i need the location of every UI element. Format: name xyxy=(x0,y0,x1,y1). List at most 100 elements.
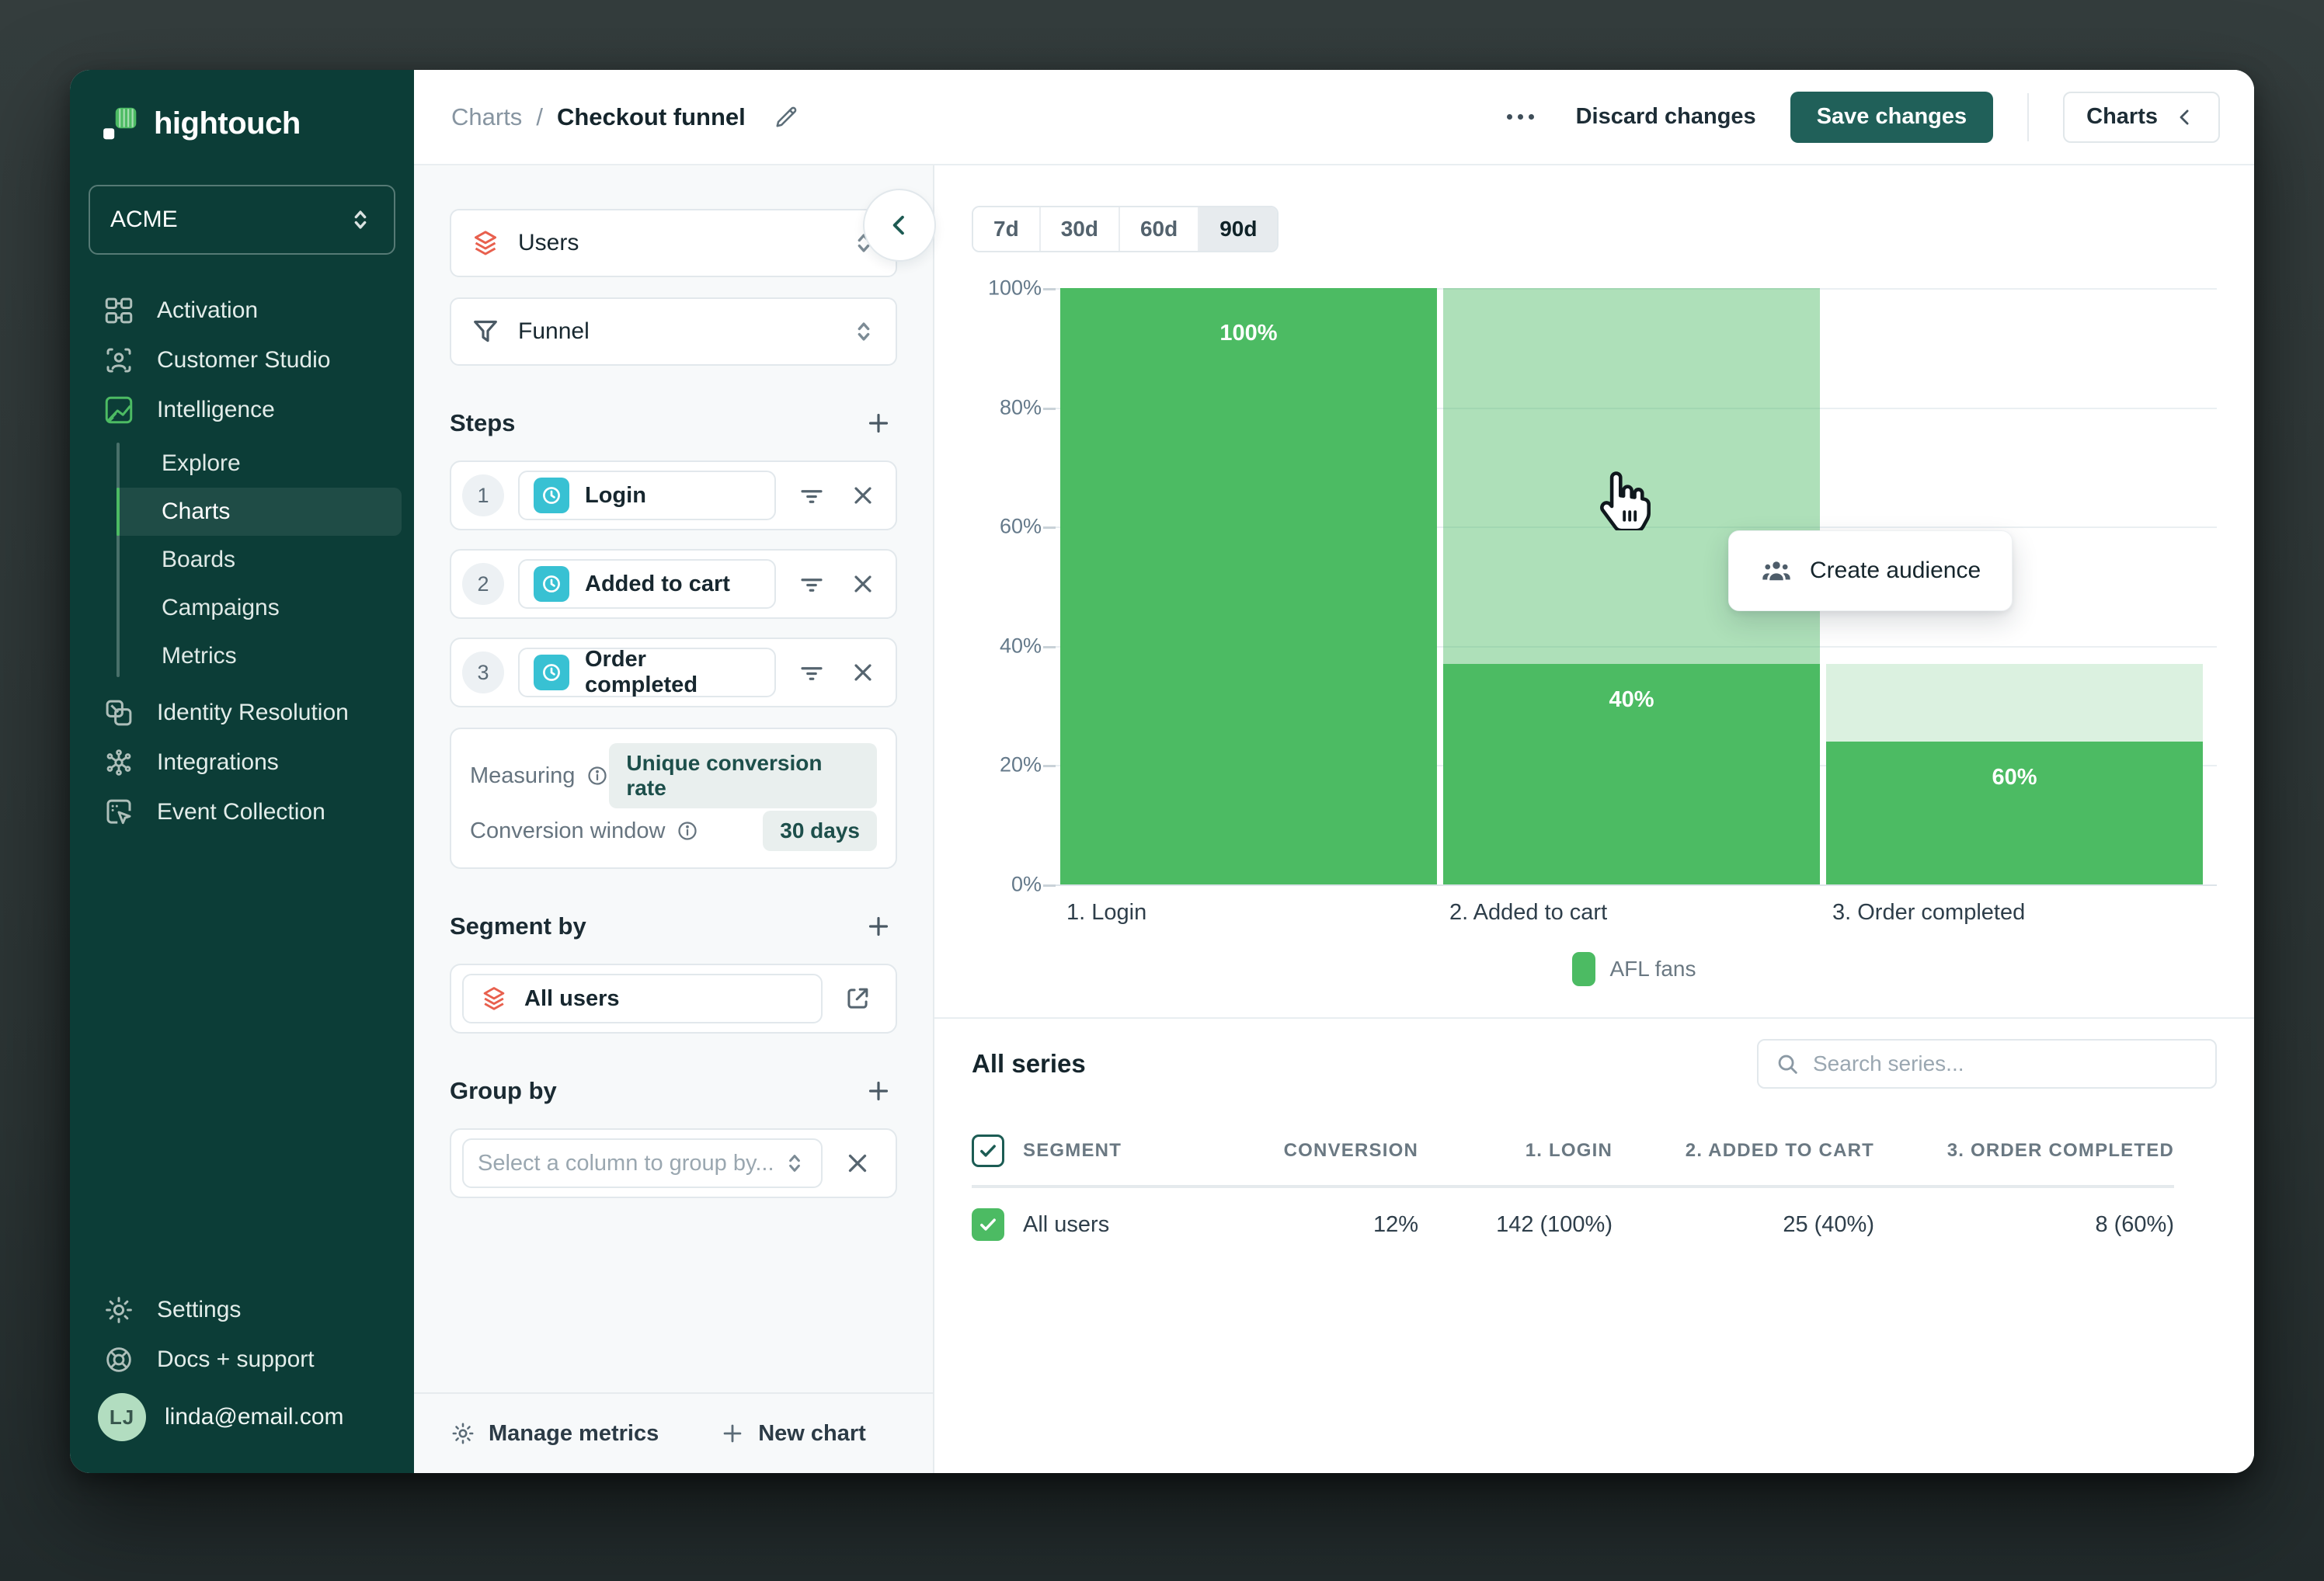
bar-value-label: 60% xyxy=(1992,764,2037,790)
chart-canvas: 7d 30d 60d 90d 100% 80% 60% 40% 20% xyxy=(934,165,2254,1473)
step-event-label: Order completed xyxy=(585,647,698,697)
series-search xyxy=(1757,1039,2217,1089)
page-header: Charts / Checkout funnel Discard changes… xyxy=(414,70,2254,165)
plot-area: 100% 40% xyxy=(1043,288,2217,887)
range-tab-90d[interactable]: 90d xyxy=(1199,207,1278,251)
chart-type-select[interactable]: Funnel xyxy=(450,297,897,366)
breadcrumb: Charts / Checkout funnel xyxy=(451,103,800,131)
gear-icon xyxy=(101,1292,137,1328)
sidebar-item-docs-support[interactable]: Docs + support xyxy=(70,1335,414,1385)
step-event-select[interactable]: Order completed xyxy=(518,647,776,697)
row-checkbox[interactable] xyxy=(972,1208,1004,1241)
remove-step-button[interactable] xyxy=(846,567,880,601)
builder-footer: Manage metrics New chart xyxy=(414,1392,933,1473)
steps-section-header: Steps xyxy=(450,405,897,442)
check-icon xyxy=(980,1145,996,1157)
range-tab-30d[interactable]: 30d xyxy=(1040,207,1120,251)
new-chart-button[interactable]: New chart xyxy=(719,1420,866,1447)
sidebar-item-identity-resolution[interactable]: Identity Resolution xyxy=(70,688,414,738)
column-header-conversion[interactable]: CONVERSION xyxy=(1283,1140,1418,1161)
charts-collapse-button[interactable]: Charts xyxy=(2063,91,2220,143)
intelligence-subnav: Explore Charts Boards Campaigns Metrics xyxy=(117,440,414,680)
add-step-button[interactable] xyxy=(860,405,897,442)
breadcrumb-parent[interactable]: Charts xyxy=(451,103,523,130)
bar-value-label: 100% xyxy=(1219,321,1278,346)
series-search-input[interactable] xyxy=(1813,1051,2200,1076)
add-segment-button[interactable] xyxy=(860,908,897,945)
open-segment-icon[interactable] xyxy=(840,981,875,1016)
edit-title-button[interactable] xyxy=(772,103,800,131)
header-actions: Discard changes Save changes Charts xyxy=(1499,91,2220,143)
chevron-left-icon xyxy=(2180,109,2189,124)
x-tick-label: 1. Login xyxy=(1066,900,1147,925)
legend-label: AFL fans xyxy=(1609,957,1696,981)
measuring-value-pill[interactable]: Unique conversion rate xyxy=(609,743,877,808)
discard-changes-button[interactable]: Discard changes xyxy=(1575,104,1756,129)
cell-added-to-cart: 25 (40%) xyxy=(1783,1211,1874,1237)
gridline xyxy=(1043,288,2217,290)
sidebar-item-boards[interactable]: Boards xyxy=(117,536,402,584)
chart-legend: AFL fans xyxy=(1060,952,2208,986)
sidebar-item-label: Boards xyxy=(162,547,236,572)
column-header-order-completed[interactable]: 3. ORDER COMPLETED xyxy=(1947,1140,2174,1161)
bar-value-label: 40% xyxy=(1609,686,1654,712)
save-changes-button[interactable]: Save changes xyxy=(1790,91,1994,143)
step-event-select[interactable]: Added to cart xyxy=(518,559,776,609)
manage-metrics-button[interactable]: Manage metrics xyxy=(450,1420,659,1447)
range-tab-7d[interactable]: 7d xyxy=(973,207,1041,251)
y-tick-label: 40% xyxy=(999,634,1042,658)
remove-step-button[interactable] xyxy=(846,478,880,513)
column-header-added-to-cart[interactable]: 2. ADDED TO CART xyxy=(1685,1140,1874,1161)
sidebar-item-metrics[interactable]: Metrics xyxy=(117,632,402,680)
sidebar-item-intelligence[interactable]: Intelligence xyxy=(70,385,414,435)
sidebar-item-event-collection[interactable]: Event Collection xyxy=(70,787,414,837)
remove-step-button[interactable] xyxy=(846,655,880,690)
funnel-bar-added-to-cart[interactable]: 40% xyxy=(1443,288,1820,884)
workspace-selector[interactable]: ACME xyxy=(89,185,395,255)
step-filter-button[interactable] xyxy=(795,567,829,601)
sidebar-item-activation[interactable]: Activation xyxy=(70,286,414,335)
sidebar: hightouch ACME xyxy=(70,70,414,1473)
sidebar-item-customer-studio[interactable]: Customer Studio xyxy=(70,335,414,385)
sidebar-item-label: Integrations xyxy=(157,749,279,775)
add-group-by-button[interactable] xyxy=(860,1072,897,1110)
step-event-select[interactable]: Login xyxy=(518,471,776,520)
create-audience-tooltip[interactable]: Create audience xyxy=(1728,530,2013,611)
sidebar-item-label: Metrics xyxy=(162,643,237,669)
segment-select[interactable]: All users xyxy=(462,974,823,1023)
sidebar-item-integrations[interactable]: Integrations xyxy=(70,738,414,787)
step-filter-button[interactable] xyxy=(795,478,829,513)
workflow-icon xyxy=(101,293,137,328)
sidebar-item-charts[interactable]: Charts xyxy=(117,488,402,536)
sidebar-item-explore[interactable]: Explore xyxy=(117,440,402,488)
range-tab-60d[interactable]: 60d xyxy=(1119,207,1200,251)
step-number-badge: 3 xyxy=(462,652,504,693)
more-options-icon[interactable] xyxy=(1499,106,1542,127)
y-tick-label: 60% xyxy=(999,514,1042,538)
search-icon xyxy=(1778,1055,1797,1074)
column-header-segment[interactable]: SEGMENT xyxy=(1023,1140,1122,1161)
hightouch-logo[interactable]: hightouch xyxy=(70,104,414,143)
app-window: hightouch ACME xyxy=(70,70,2254,1473)
parent-model-select[interactable]: Users xyxy=(450,209,897,277)
group-by-select[interactable]: Select a column to group by... xyxy=(462,1138,823,1188)
sidebar-item-settings[interactable]: Settings xyxy=(70,1285,414,1335)
chart-type-value: Funnel xyxy=(518,318,590,344)
sidebar-item-campaigns[interactable]: Campaigns xyxy=(117,584,402,632)
info-icon xyxy=(588,766,607,785)
all-series-title: All series xyxy=(972,1049,1086,1078)
logo-wordmark: hightouch xyxy=(154,106,301,141)
funnel-bar-order-completed[interactable]: 60% xyxy=(1826,288,2203,884)
sidebar-nav: Activation Customer Studio xyxy=(70,286,414,837)
collapse-panel-button[interactable] xyxy=(863,189,936,262)
conversion-window-value-pill[interactable]: 30 days xyxy=(763,811,877,851)
chevron-left-icon xyxy=(892,215,904,235)
clear-group-by-button[interactable] xyxy=(840,1145,875,1181)
step-filter-button[interactable] xyxy=(795,655,829,690)
funnel-bar-login[interactable]: 100% xyxy=(1060,288,1437,884)
column-header-login[interactable]: 1. LOGIN xyxy=(1525,1140,1613,1161)
select-all-checkbox[interactable] xyxy=(972,1134,1004,1167)
sidebar-user[interactable]: LJ linda@email.com xyxy=(70,1389,414,1445)
hightouch-logo-icon xyxy=(101,104,140,143)
new-chart-label: New chart xyxy=(758,1420,866,1446)
